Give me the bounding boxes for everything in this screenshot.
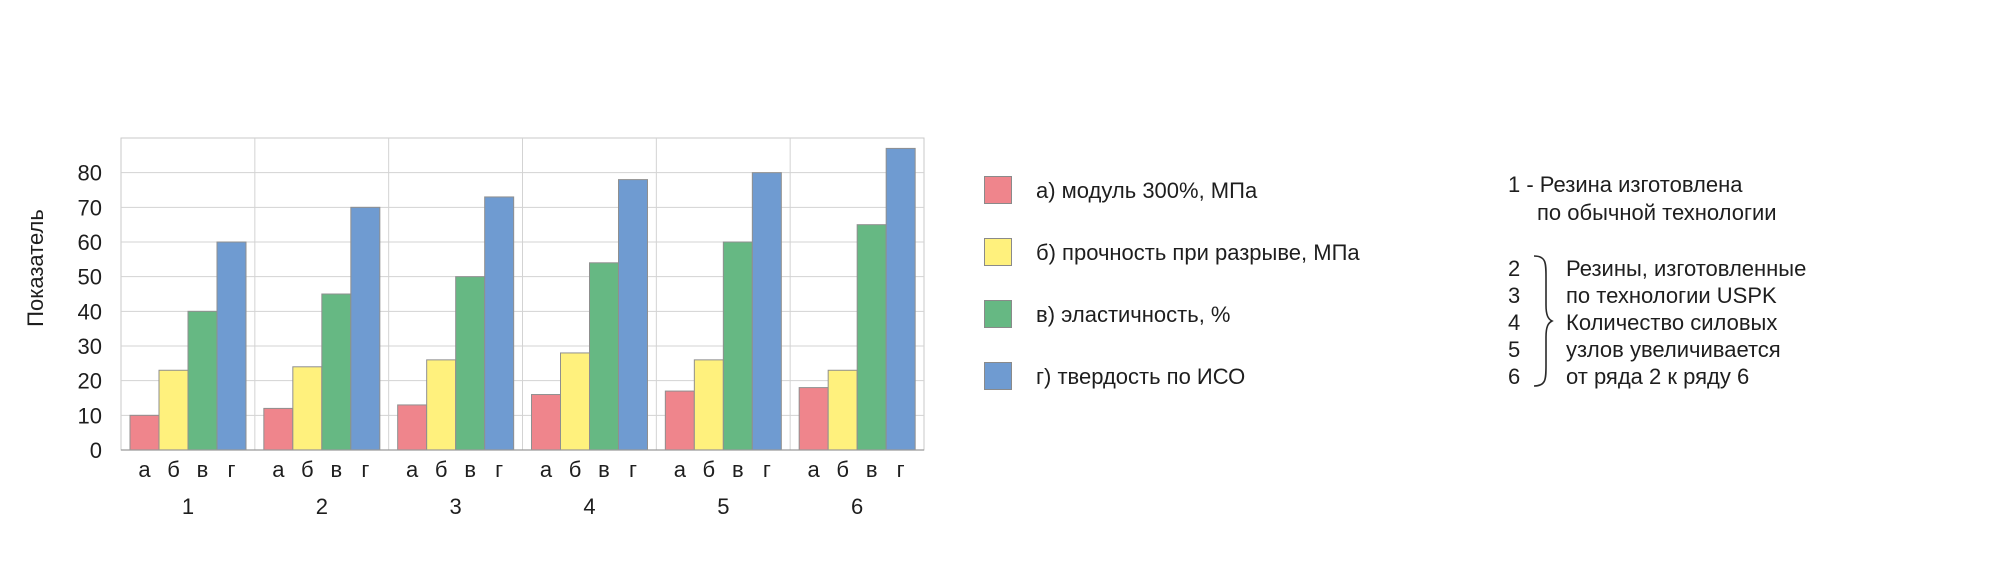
x-tick-letter-6-б: б xyxy=(836,457,849,482)
bar-group4-а xyxy=(531,394,561,451)
note-number-3: 3 xyxy=(1508,283,1521,308)
x-tick-letter-5-г: г xyxy=(763,457,771,482)
x-tick-letter-3-а: а xyxy=(406,457,419,482)
x-tick-letter-4-г: г xyxy=(629,457,637,482)
note-number-6: 6 xyxy=(1508,364,1521,389)
x-tick-letter-5-в: в xyxy=(732,457,744,482)
x-tick-letter-6-г: г xyxy=(897,457,905,482)
y-tick-label-20: 20 xyxy=(78,369,102,394)
note-number-2: 2 xyxy=(1508,256,1521,281)
bar-group6-а xyxy=(798,387,829,451)
x-tick-letter-4-в: в xyxy=(598,457,610,482)
note-desc-5: от ряда 2 к ряду 6 xyxy=(1566,364,1750,389)
y-tick-label-60: 60 xyxy=(78,230,102,255)
bar-group5-б xyxy=(693,359,724,451)
note-desc-3: Количество силовых xyxy=(1566,310,1778,335)
y-tick-label-10: 10 xyxy=(78,403,102,428)
note-number-5: 5 xyxy=(1508,337,1521,362)
bar-group5-а xyxy=(664,390,695,451)
note-number-4: 4 xyxy=(1508,310,1521,335)
y-tick-label-80: 80 xyxy=(78,161,102,186)
y-tick-label-0: 0 xyxy=(90,438,102,463)
x-group-label-5: 5 xyxy=(717,494,729,519)
legend-label-a: а) модуль 300%, МПа xyxy=(1036,178,1258,203)
y-tick-label-30: 30 xyxy=(78,334,102,359)
bar-group3-а xyxy=(397,404,428,451)
y-tick-label-50: 50 xyxy=(78,265,102,290)
x-tick-letter-2-в: в xyxy=(330,457,342,482)
bar-group1-в xyxy=(187,310,218,451)
x-tick-letter-6-а: а xyxy=(808,457,821,482)
x-group-label-1: 1 xyxy=(182,494,194,519)
legend-swatch-d xyxy=(984,362,1012,390)
x-tick-letter-2-г: г xyxy=(361,457,369,482)
x-group-label-2: 2 xyxy=(316,494,328,519)
x-group-label-3: 3 xyxy=(450,494,462,519)
bar-group6-г xyxy=(885,147,916,451)
bar-group6-в xyxy=(856,224,887,451)
x-group-label-4: 4 xyxy=(583,494,595,519)
x-tick-letter-1-б: б xyxy=(167,457,180,482)
x-tick-letter-1-в: в xyxy=(197,457,209,482)
note-desc-1: Резины, изготовленные xyxy=(1566,256,1807,281)
x-tick-letter-1-а: а xyxy=(138,457,151,482)
note-desc-2: по технологии USPK xyxy=(1566,283,1777,308)
legend-swatch-c xyxy=(984,300,1012,328)
bar-group2-а xyxy=(263,407,294,451)
x-tick-letter-2-б: б xyxy=(301,457,314,482)
bar-group2-в xyxy=(321,293,352,451)
x-tick-letter-3-б: б xyxy=(435,457,448,482)
note-line-2: по обычной технологии xyxy=(1537,200,1777,225)
x-tick-letter-3-в: в xyxy=(464,457,476,482)
x-group-label-6: 6 xyxy=(851,494,863,519)
bar-group1-а xyxy=(129,414,160,451)
x-tick-letter-4-а: а xyxy=(540,457,553,482)
x-tick-letter-4-б: б xyxy=(569,457,582,482)
bar-group3-г xyxy=(484,196,515,451)
note-line-1: 1 - Резина изготовлена xyxy=(1508,172,1743,197)
x-tick-letter-5-б: б xyxy=(703,457,716,482)
x-tick-letter-6-в: в xyxy=(866,457,878,482)
legend-label-b: б) прочность при разрыве, МПа xyxy=(1036,240,1360,265)
bar-group1-г xyxy=(216,241,247,451)
bar-group6-б xyxy=(827,369,858,451)
bar-group2-г xyxy=(350,206,381,451)
note-desc-4: узлов увеличивается xyxy=(1566,337,1781,362)
bar-group4-г xyxy=(618,179,648,451)
x-tick-letter-2-а: а xyxy=(272,457,285,482)
bar-group3-в xyxy=(455,276,486,451)
bar-group2-б xyxy=(292,366,323,451)
legend-swatch-a xyxy=(984,176,1012,204)
legend-label-d: г) твердость по ИСО xyxy=(1036,364,1246,389)
curly-brace xyxy=(1533,255,1554,387)
x-tick-letter-5-а: а xyxy=(674,457,687,482)
bar-group5-в xyxy=(722,241,753,451)
legend-label-c: в) эластичность, % xyxy=(1036,302,1231,327)
y-tick-label-70: 70 xyxy=(78,195,102,220)
bar-group1-б xyxy=(158,369,189,451)
y-axis-label: Показатель xyxy=(23,209,48,327)
y-tick-label-40: 40 xyxy=(78,299,102,324)
bar-group5-г xyxy=(751,172,782,451)
x-tick-letter-3-г: г xyxy=(495,457,503,482)
bar-group4-б xyxy=(560,352,590,451)
bar-group3-б xyxy=(426,359,457,451)
bar-group4-в xyxy=(589,262,619,451)
legend-swatch-b xyxy=(984,238,1012,266)
x-tick-letter-1-г: г xyxy=(227,457,235,482)
